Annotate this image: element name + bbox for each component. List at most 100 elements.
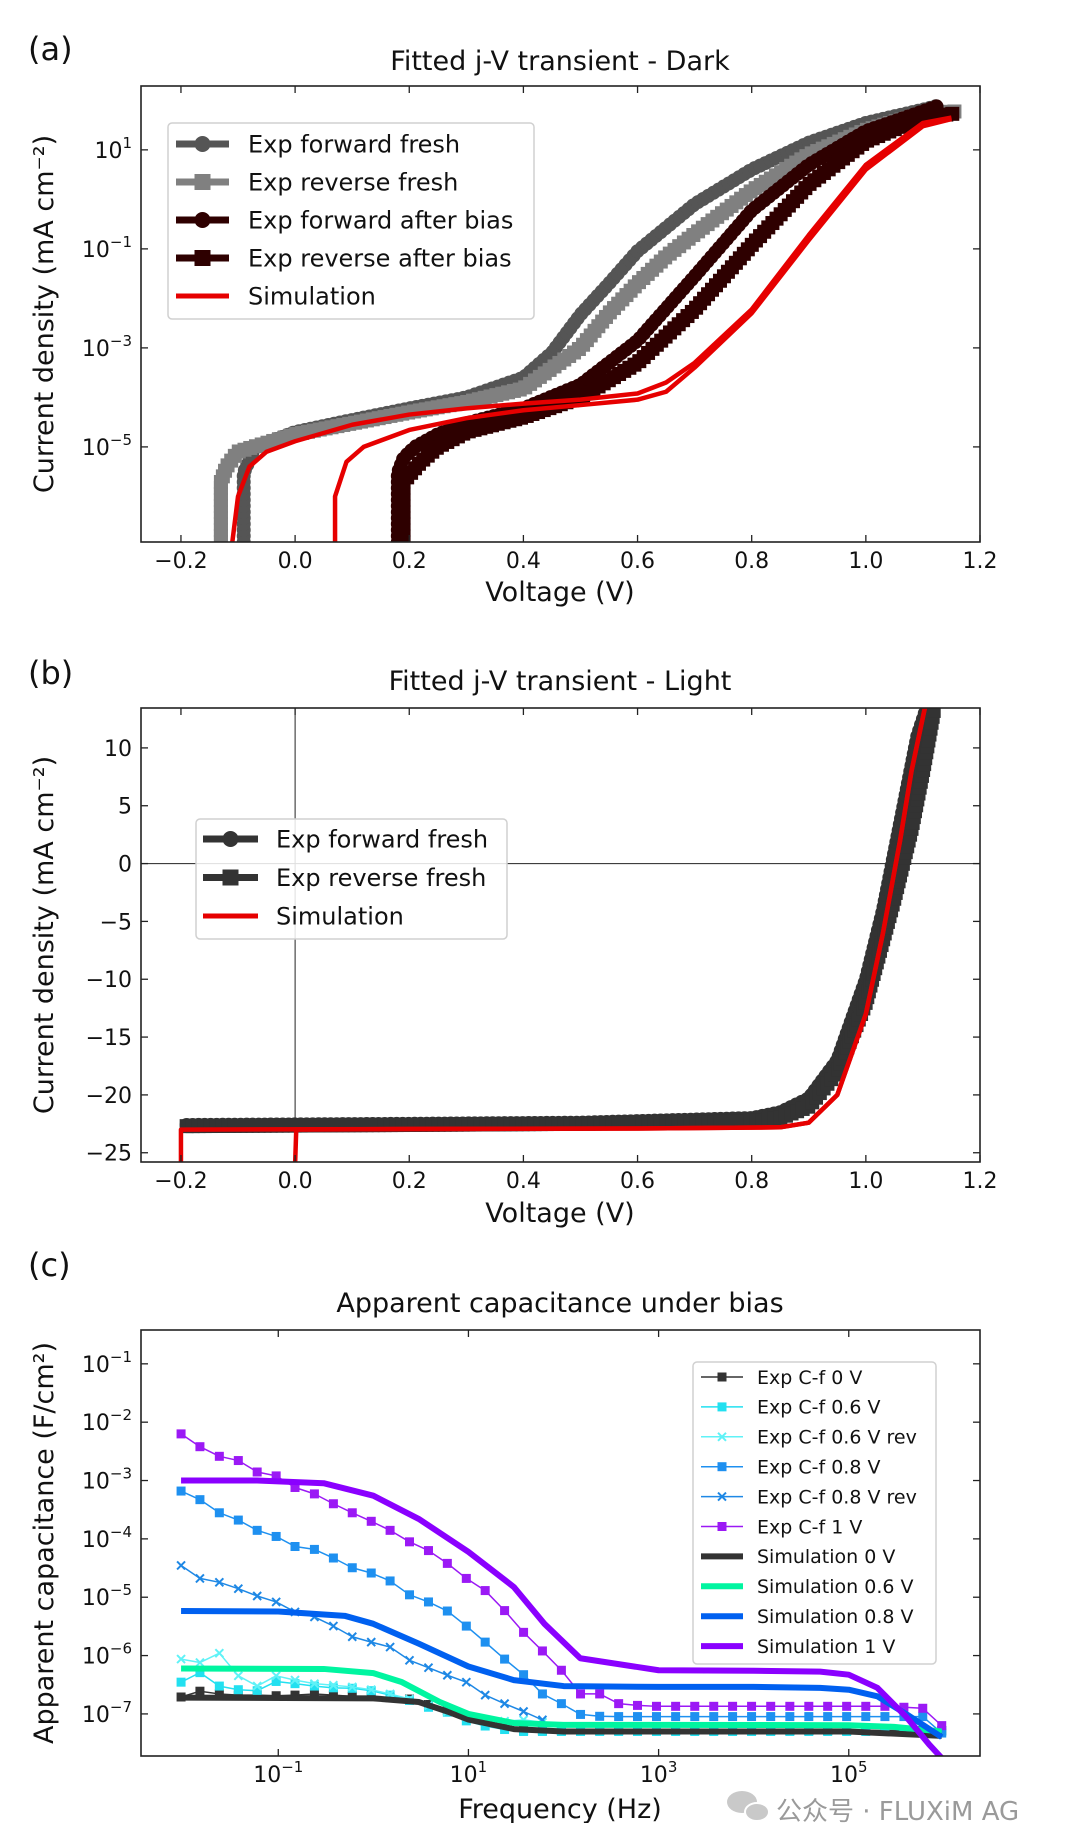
y-tick-label: 0	[118, 853, 132, 878]
data-point	[709, 1712, 719, 1722]
data-point	[461, 1677, 472, 1687]
axes-frame	[140, 707, 981, 1163]
data-point	[271, 1597, 281, 1607]
legend-entry: Exp forward fresh	[176, 131, 460, 159]
data-point	[651, 1701, 661, 1711]
series-line	[181, 1694, 942, 1739]
data-point	[842, 1701, 852, 1711]
data-point	[385, 1576, 395, 1586]
data-point	[214, 1689, 224, 1699]
data-point	[290, 1542, 300, 1552]
data-point	[366, 1637, 376, 1647]
data-point	[519, 1670, 529, 1680]
data-point	[176, 1692, 186, 1702]
data-point	[537, 1689, 547, 1699]
data-point	[385, 1642, 395, 1652]
legend-entry: Simulation 0.8 V	[701, 1606, 914, 1628]
legend-entry: Exp C-f 0.8 V	[701, 1457, 880, 1479]
legend-label: Exp C-f 0.8 V	[757, 1457, 880, 1479]
data-point	[252, 1525, 262, 1535]
series-line	[230, 115, 952, 542]
data-point	[176, 1486, 186, 1496]
data-point	[500, 1606, 510, 1616]
series-line	[181, 1477, 944, 1756]
data-point	[309, 1681, 319, 1691]
data-point	[804, 1701, 814, 1711]
data-point	[823, 1701, 833, 1711]
data-point	[918, 1712, 928, 1722]
data-point	[671, 1712, 681, 1722]
data-point	[233, 1456, 243, 1466]
data-point	[214, 1508, 224, 1518]
legend-label: Simulation 0 V	[757, 1546, 895, 1568]
data-point	[766, 1701, 776, 1711]
axes-frame	[140, 85, 981, 543]
data-point	[480, 1586, 490, 1596]
data-point	[252, 1591, 262, 1601]
panel-label-a: (a)	[28, 30, 73, 68]
series-1	[179, 708, 941, 1134]
data-point	[785, 1712, 795, 1722]
data-point	[728, 1701, 738, 1711]
data-point	[461, 1621, 471, 1631]
data-point	[747, 1712, 757, 1722]
legend-label: Exp C-f 0.8 V rev	[757, 1486, 917, 1508]
x-tick-label: 10−1	[253, 1758, 303, 1788]
data-point	[926, 708, 941, 718]
y-tick-label: 10−3	[82, 332, 132, 362]
data-point	[195, 1657, 205, 1668]
data-point	[271, 1471, 281, 1481]
legend-entry: Simulation	[203, 903, 404, 931]
data-point	[690, 1701, 700, 1711]
data-point	[499, 1698, 510, 1709]
series-3	[396, 106, 960, 542]
data-point	[614, 1712, 624, 1722]
series-8	[181, 1608, 944, 1740]
chart-title-a: Fitted j-V transient - Dark	[390, 46, 730, 77]
x-tick-label: 0.8	[734, 549, 769, 574]
data-point	[480, 1690, 490, 1700]
data-point	[328, 1683, 338, 1693]
data-point	[309, 1544, 319, 1554]
legend-label: Exp C-f 0.6 V rev	[757, 1427, 917, 1449]
data-point	[271, 1676, 281, 1686]
chart-title-c: Apparent capacitance under bias	[336, 1288, 783, 1319]
series-line	[181, 1665, 943, 1735]
y-tick-label: 10−1	[82, 1348, 132, 1378]
series-5	[332, 116, 953, 542]
legend-box	[195, 818, 508, 940]
data-point	[861, 1712, 871, 1722]
legend-label: Exp C-f 0.6 V	[757, 1397, 880, 1419]
legend-label: Exp reverse fresh	[276, 864, 486, 892]
x-tick-label: 105	[830, 1758, 868, 1788]
legend-entry: Exp reverse after bias	[176, 245, 512, 273]
data-point	[709, 1701, 719, 1711]
legend-entry: Exp forward after bias	[176, 207, 513, 235]
data-point	[519, 1627, 529, 1637]
legend-entry: Exp C-f 1 V	[701, 1516, 862, 1538]
data-point	[785, 1701, 795, 1711]
y-tick-label: 10−3	[82, 1465, 132, 1495]
data-point	[252, 1467, 262, 1477]
series-2	[176, 1648, 548, 1727]
legend-label: Simulation	[248, 283, 376, 311]
x-tick-label: 0.8	[734, 1169, 769, 1194]
chart-title-b: Fitted j-V transient - Light	[389, 666, 732, 697]
legend-label: Exp C-f 1 V	[757, 1516, 862, 1538]
series-4	[230, 115, 952, 542]
legend-entry: Simulation	[176, 283, 376, 311]
watermark-text: 公众号 · FLUXiM AG	[776, 1797, 1019, 1823]
y-tick-label: −20	[86, 1084, 132, 1109]
y-axis-label-c: Apparent capacitance (F/cm²)	[29, 1342, 60, 1744]
data-point	[328, 1499, 338, 1509]
data-point	[576, 1689, 586, 1699]
legend-label: Simulation 1 V	[757, 1636, 895, 1658]
data-point	[576, 1709, 586, 1719]
data-point	[290, 1675, 300, 1685]
legend-box	[167, 122, 535, 320]
data-point	[595, 1711, 605, 1721]
data-point	[366, 1516, 376, 1526]
data-point	[842, 1712, 852, 1722]
x-tick-label: 1.2	[963, 549, 998, 574]
